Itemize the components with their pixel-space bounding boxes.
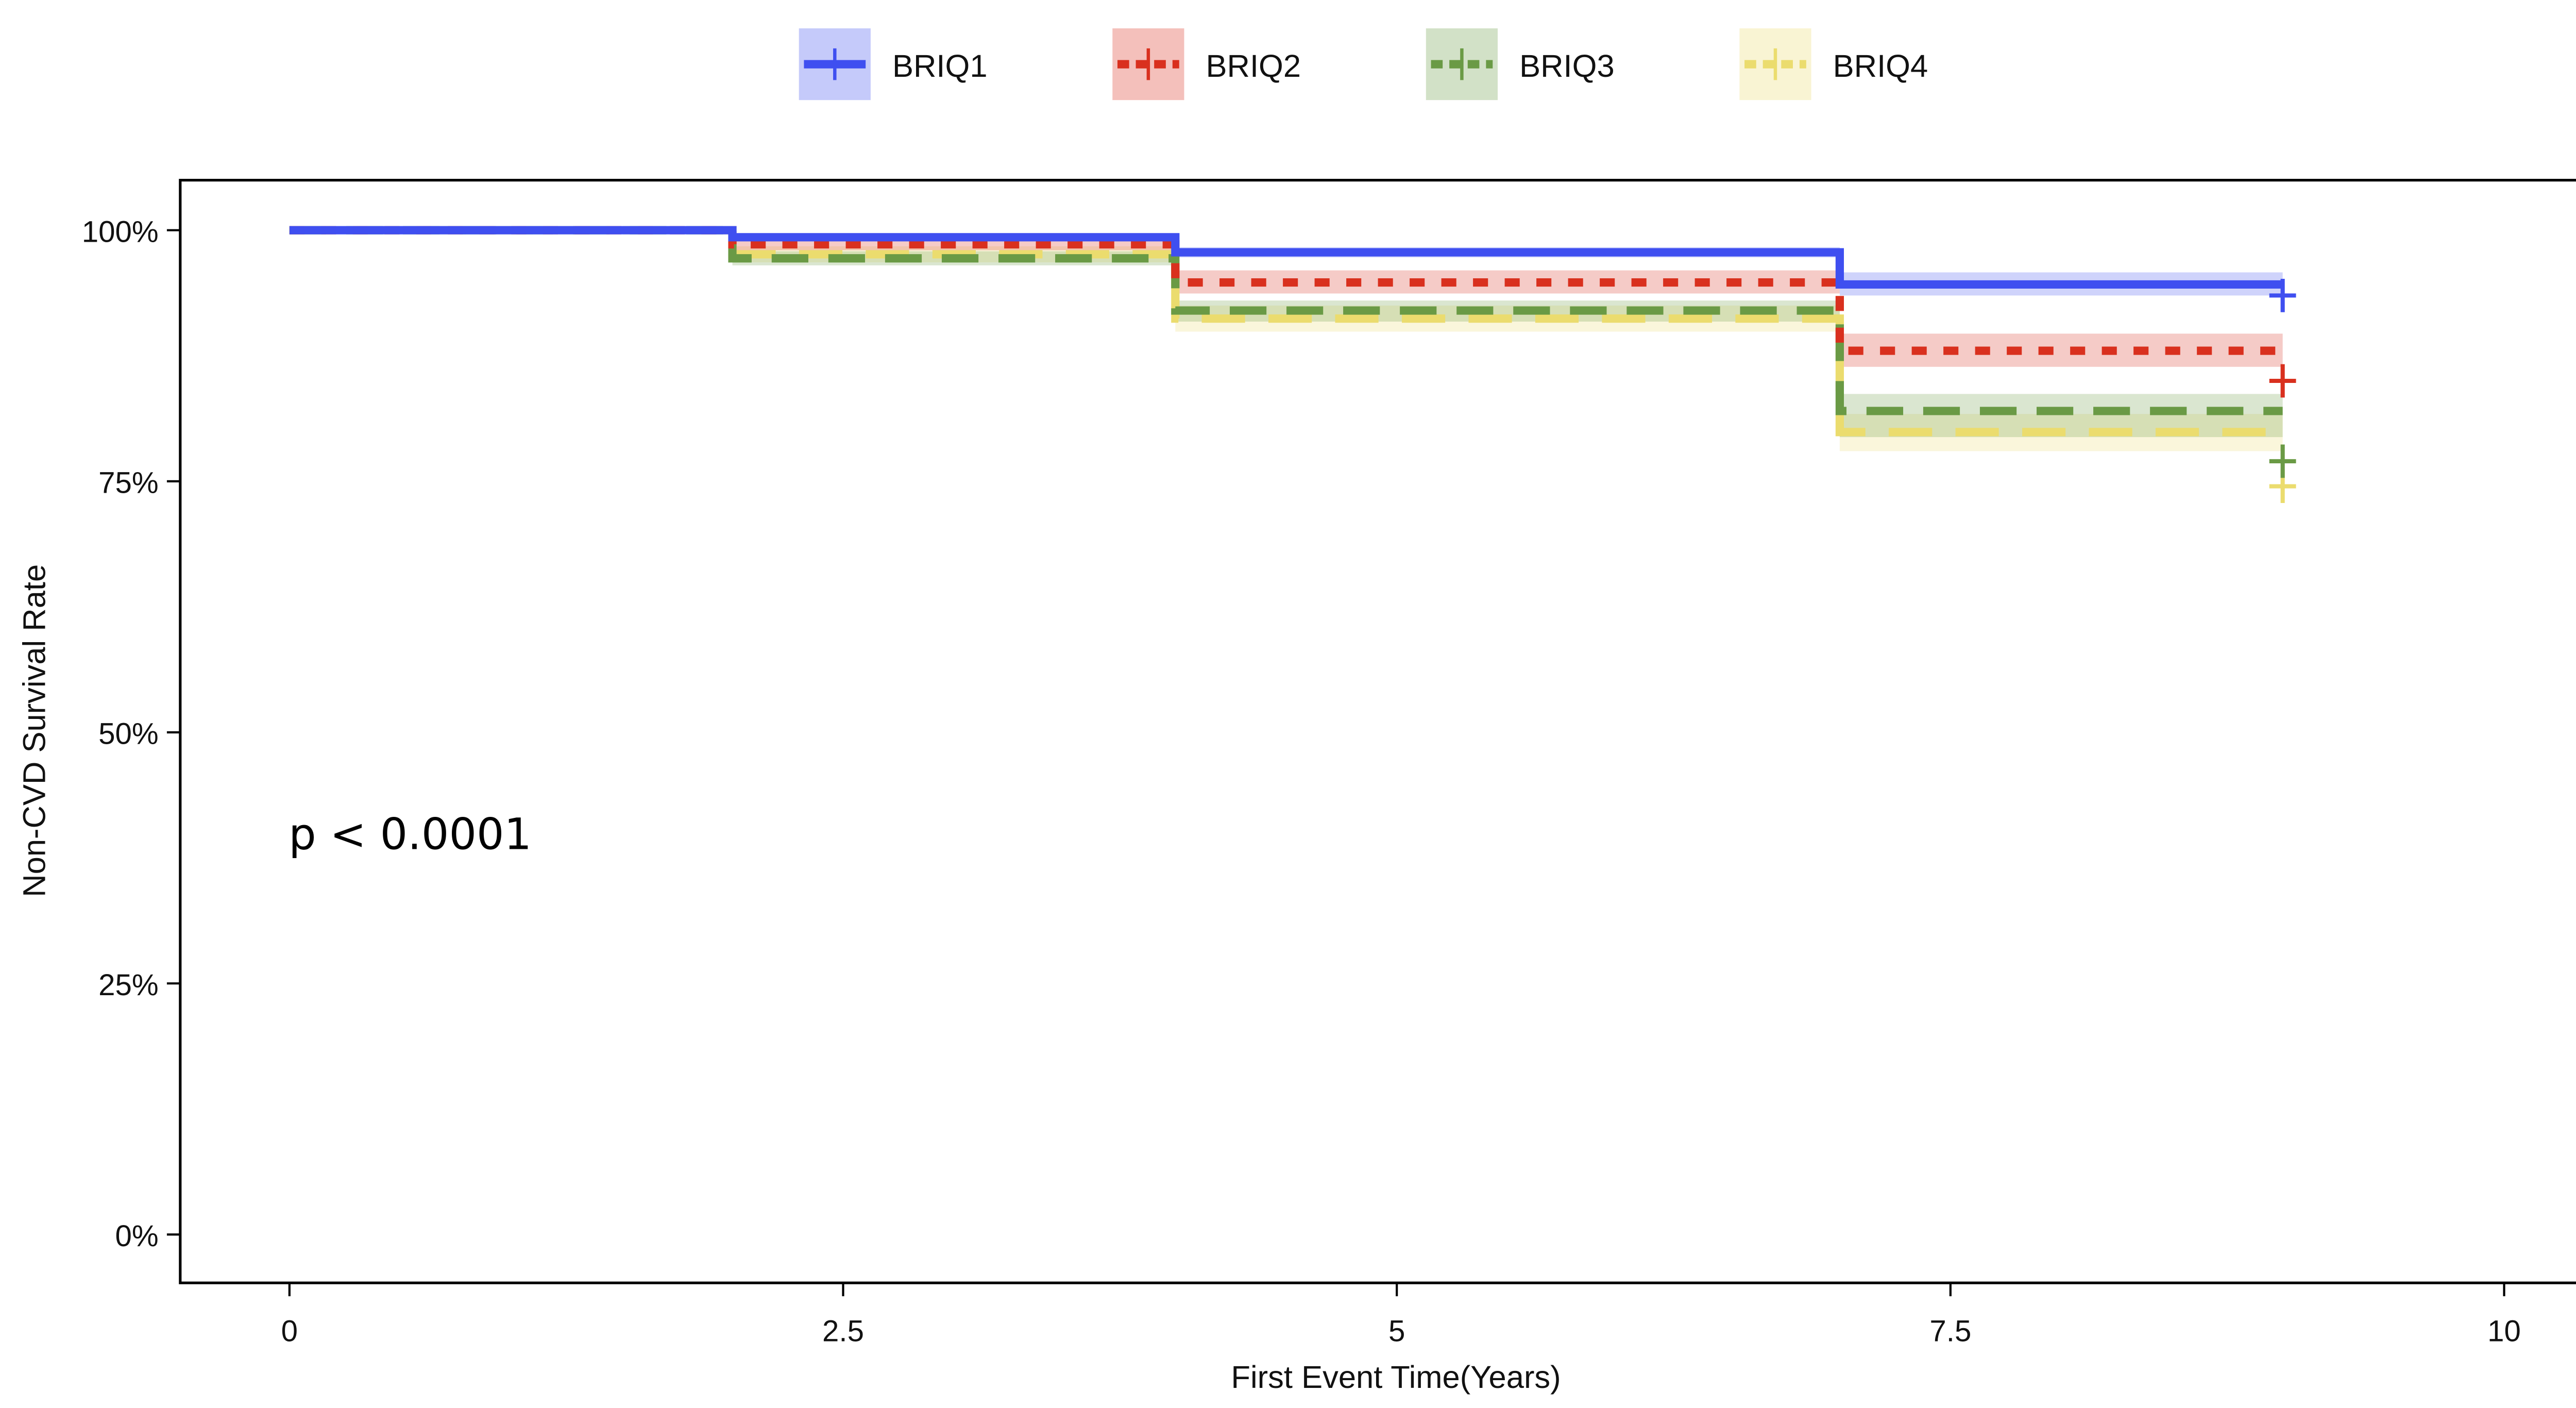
legend-item-briq4: BRIQ4	[1739, 28, 1928, 100]
survival-curve-briq1	[289, 226, 2283, 289]
x-tick-label: 10	[2487, 1315, 2521, 1348]
confidence-bands	[289, 230, 2283, 451]
confidence-band-briq1	[289, 230, 2283, 296]
x-tick-label: 2.5	[822, 1315, 864, 1348]
survival-curves	[289, 226, 2296, 503]
survival-curve-briq3	[289, 226, 2283, 415]
legend-label: BRIQ3	[1519, 48, 1615, 84]
y-tick-label: 0%	[115, 1219, 159, 1253]
legend: BRIQ1 BRIQ2 BRIQ3 BRIQ4	[799, 28, 1928, 100]
x-tick-label: 7.5	[1929, 1315, 1971, 1348]
confidence-band-briq4	[289, 230, 2283, 451]
y-tick-label: 75%	[98, 466, 159, 500]
y-tick-label: 100%	[82, 215, 159, 248]
y-axis: 0% 25% 50% 75% 100%	[82, 215, 180, 1253]
censor-mark-briq1	[2269, 278, 2296, 312]
x-tick-label: 5	[1388, 1315, 1405, 1348]
x-axis-title: First Event Time(Years)	[1231, 1360, 1561, 1395]
legend-item-briq2: BRIQ2	[1112, 28, 1301, 100]
confidence-band-briq3	[289, 230, 2283, 438]
censor-mark-briq2	[2269, 364, 2296, 398]
p-value-annotation: p < 0.0001	[289, 809, 532, 860]
x-tick-label: 0	[281, 1315, 298, 1348]
x-axis: 0 2.5 5 7.5 10	[281, 1283, 2521, 1348]
legend-item-briq1: BRIQ1	[799, 28, 988, 100]
legend-label: BRIQ1	[892, 48, 988, 84]
y-tick-label: 50%	[98, 717, 159, 751]
y-axis-title: Non-CVD Survival Rate	[17, 564, 53, 897]
legend-label: BRIQ2	[1206, 48, 1301, 84]
legend-item-briq3: BRIQ3	[1426, 28, 1615, 100]
censor-mark-briq3	[2269, 444, 2296, 478]
y-tick-label: 25%	[98, 968, 159, 1002]
legend-label: BRIQ4	[1833, 48, 1928, 84]
